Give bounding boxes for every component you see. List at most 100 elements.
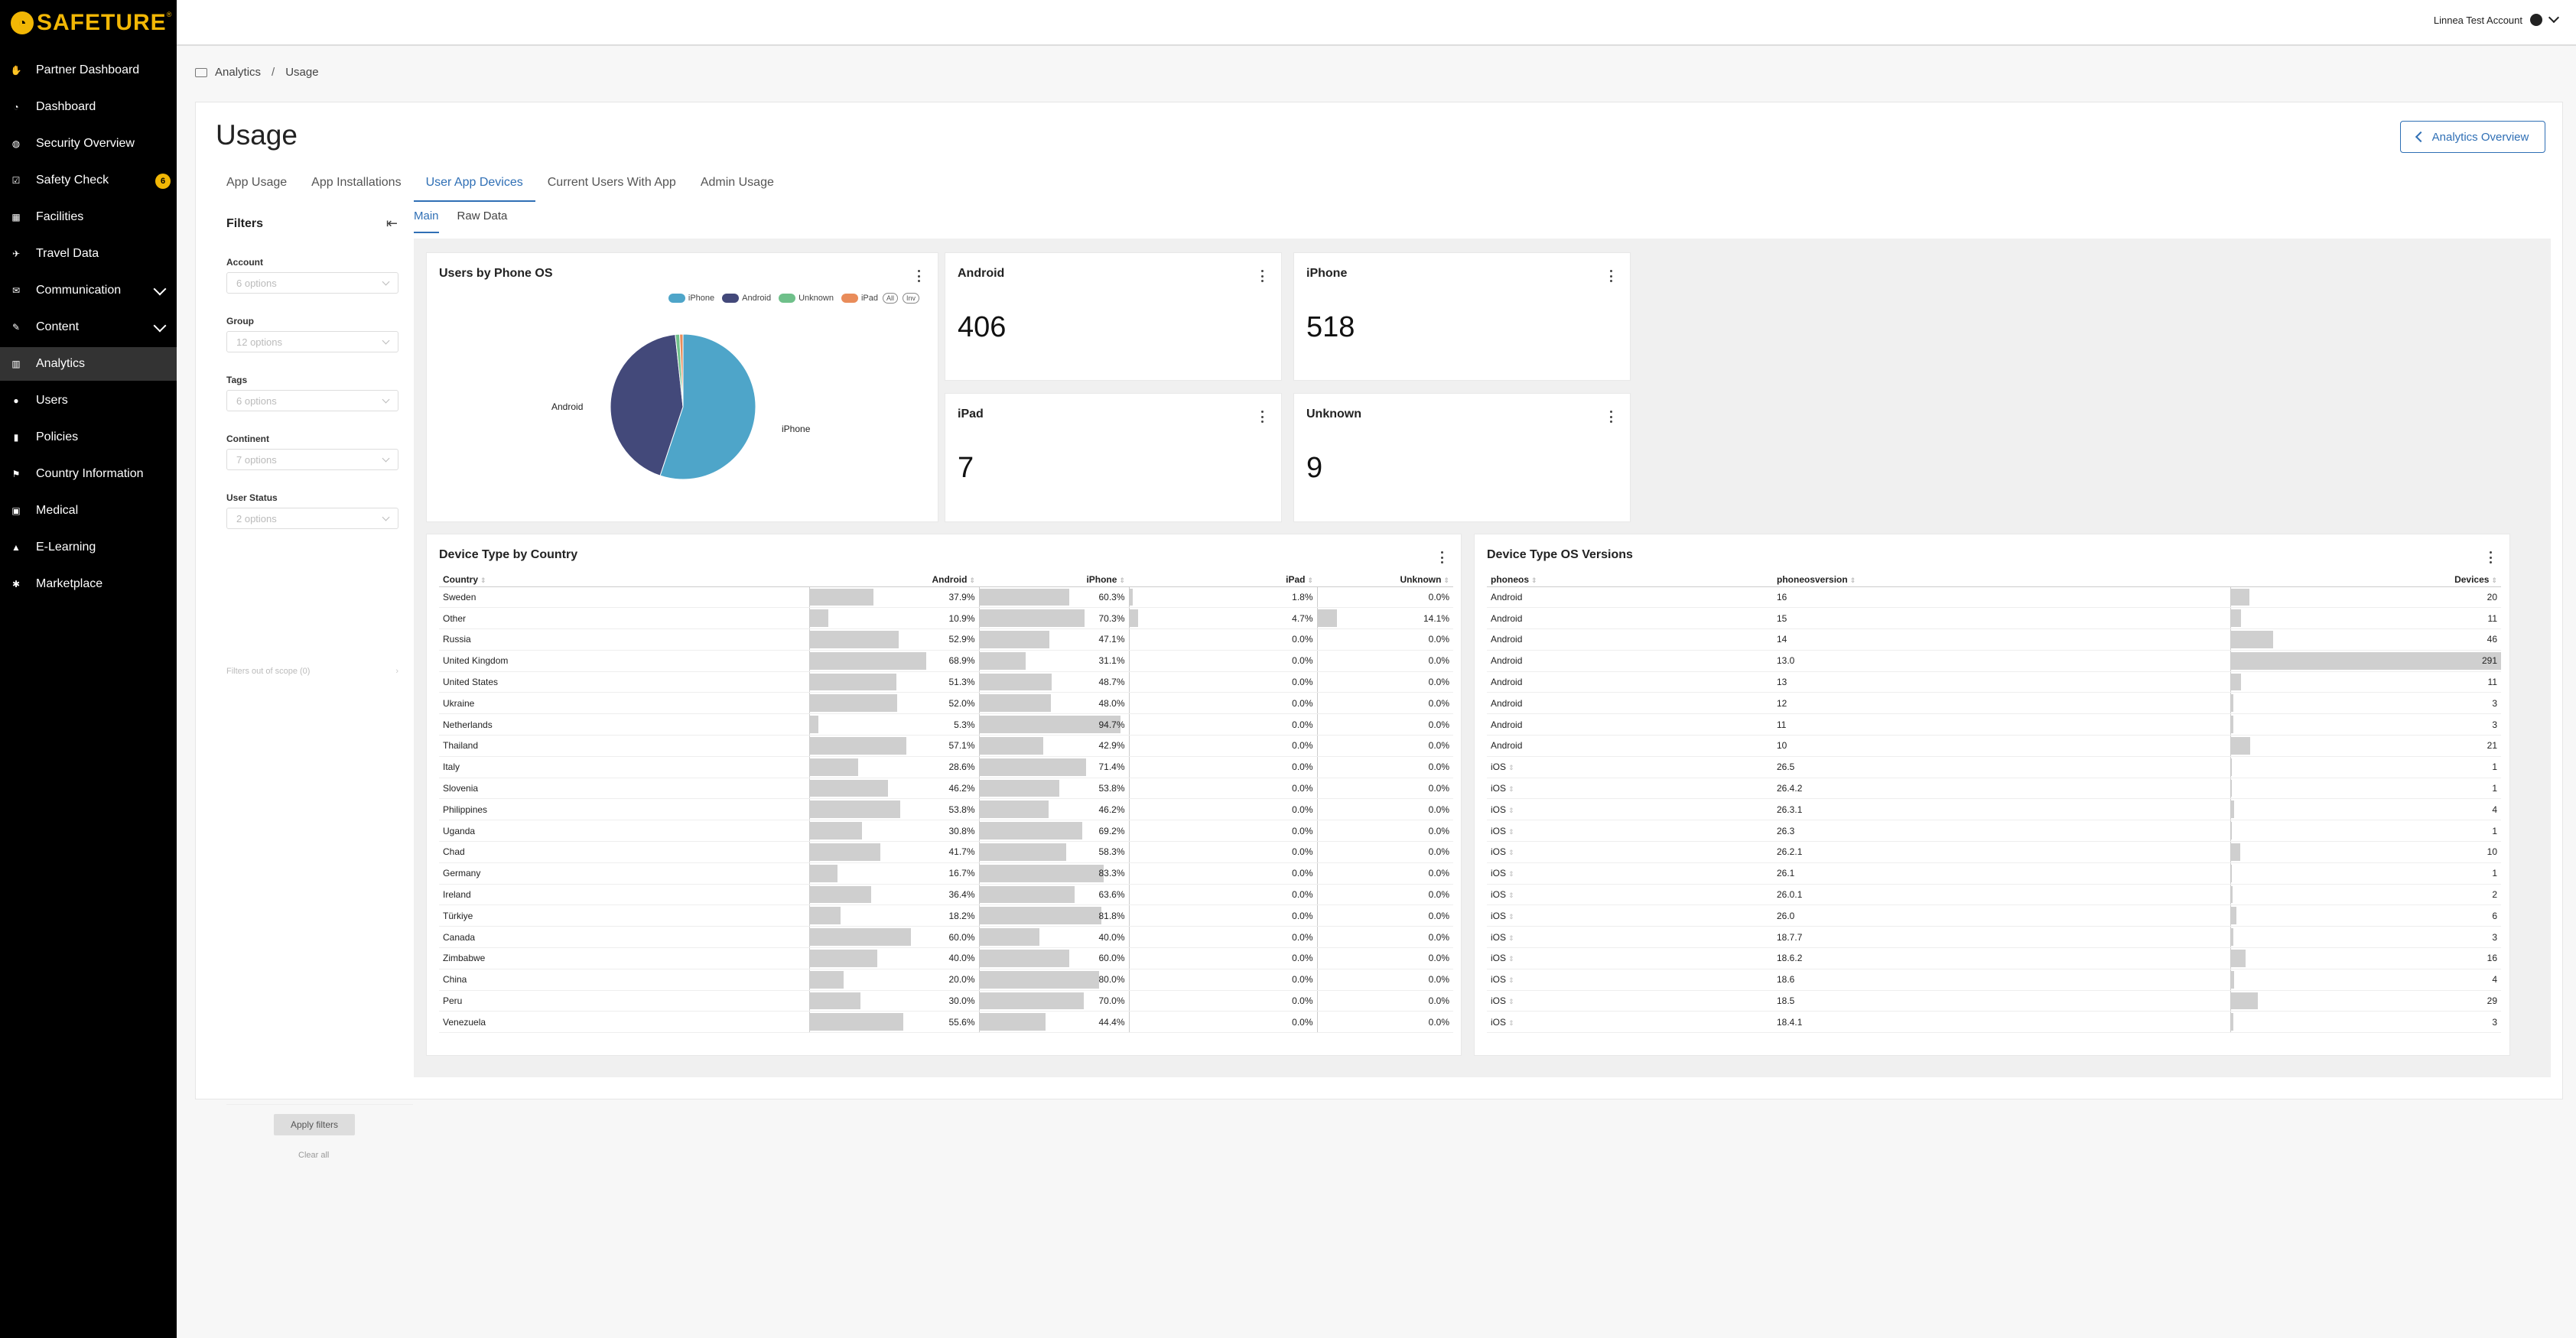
filter-icon[interactable]: ⇕ — [1508, 1018, 1514, 1027]
sidebar-item[interactable]: ✉ Communication — [0, 274, 177, 307]
chevron-down-icon[interactable] — [153, 319, 167, 333]
sidebar-item-label: Medical — [36, 504, 79, 517]
more-menu-icon[interactable] — [1261, 270, 1264, 282]
filter-icon[interactable]: ⇕ — [1508, 934, 1514, 942]
column-header[interactable]: Unknown ⇕ — [1317, 573, 1453, 587]
filters-out-of-scope[interactable]: Filters out of scope (0) › — [226, 667, 398, 676]
legend-item[interactable]: Android — [722, 294, 771, 303]
legend-item[interactable]: Unknown — [779, 294, 834, 303]
percent-cell: 0.0% — [1128, 841, 1317, 863]
percent-cell: 51.3% — [808, 671, 979, 693]
sidebar-item[interactable]: ◔ Dashboard — [0, 90, 177, 124]
filter-select[interactable]: 6 options — [226, 272, 398, 294]
account-menu[interactable]: Linnea Test Account — [2434, 11, 2560, 26]
table-row: iOS ⇕ 26.3 1 — [1487, 820, 2501, 843]
filter-icon[interactable]: ⇕ — [1508, 764, 1514, 772]
clear-all-link[interactable]: Clear all — [298, 1151, 330, 1160]
filter-select[interactable]: 2 options — [226, 508, 398, 529]
analytics-overview-button[interactable]: Analytics Overview — [2400, 121, 2545, 153]
filter-icon[interactable]: ⇕ — [1508, 827, 1514, 836]
sidebar-item[interactable]: ▮ Policies — [0, 421, 177, 454]
devices-value: 46 — [2487, 634, 2497, 645]
more-menu-icon[interactable] — [1610, 270, 1613, 282]
sidebar-item-label: Dashboard — [36, 100, 96, 113]
sidebar-item[interactable]: ✈ Travel Data — [0, 237, 177, 271]
devices-cell: 6 — [2230, 904, 2501, 927]
column-header[interactable]: Country ⇕ — [439, 573, 809, 587]
filter-icon[interactable]: ⇕ — [1508, 870, 1514, 878]
column-header-label: iPad — [1286, 573, 1306, 585]
apply-filters-button[interactable]: Apply filters — [274, 1114, 355, 1135]
percent-value: 1.8% — [1292, 591, 1313, 602]
pie-label-android: Android — [551, 401, 583, 412]
tab[interactable]: App Installations — [311, 176, 402, 189]
devices-bar — [2230, 779, 2232, 797]
filter-select[interactable]: 12 options — [226, 331, 398, 352]
filter-icon[interactable]: ⇕ — [1508, 976, 1514, 985]
devices-value: 6 — [2492, 910, 2497, 921]
more-menu-icon[interactable] — [1261, 411, 1264, 423]
legend-item[interactable]: iPad — [841, 294, 878, 303]
sidebar-item[interactable]: ▥ Analytics — [0, 347, 177, 381]
filter-icon[interactable]: ⇕ — [1508, 785, 1514, 794]
sidebar-item[interactable]: ◍ Security Overview — [0, 127, 177, 161]
filter-icon[interactable]: ⇕ — [1508, 891, 1514, 900]
filter-icon[interactable]: ⇕ — [1508, 912, 1514, 921]
safeture-logo[interactable]: ◔ SAFETURE ® — [11, 6, 171, 40]
sidebar-item[interactable]: ● Users — [0, 384, 177, 417]
table-row: iOS ⇕ 18.4.1 3 — [1487, 1011, 2501, 1034]
column-header[interactable]: Devices ⇕ — [2230, 573, 2501, 587]
percent-value: 83.3% — [1098, 868, 1125, 879]
pie-slice-iphone[interactable] — [659, 333, 756, 480]
sidebar-item[interactable]: ✱ Marketplace — [0, 567, 177, 601]
sidebar-item[interactable]: ✋ Partner Dashboard — [0, 54, 177, 87]
legend-toggle-button[interactable]: All — [882, 293, 898, 304]
analytics-overview-label: Analytics Overview — [2431, 130, 2529, 144]
pie-slice-android[interactable] — [610, 333, 684, 476]
tab[interactable]: User App Devices — [413, 173, 535, 202]
subtab[interactable]: Main — [414, 209, 439, 233]
column-header[interactable]: iPad ⇕ — [1129, 573, 1317, 587]
filter-icon[interactable]: ⇕ — [1508, 806, 1514, 814]
devices-cell: 20 — [2230, 586, 2501, 609]
pie-slice-ipad[interactable] — [679, 333, 684, 408]
column-header[interactable]: Android ⇕ — [809, 573, 979, 587]
more-menu-icon[interactable] — [918, 270, 921, 282]
sidebar-item[interactable]: ✎ Content — [0, 310, 177, 344]
filter-icon[interactable]: ⇕ — [1508, 955, 1514, 963]
percent-cell: 4.7% — [1128, 607, 1317, 630]
percent-value: 94.7% — [1098, 719, 1125, 730]
devices-value: 2 — [2492, 889, 2497, 901]
filter-icon[interactable]: ⇕ — [1508, 849, 1514, 857]
more-menu-icon[interactable] — [1441, 551, 1444, 563]
filter-select[interactable]: 6 options — [226, 390, 398, 411]
sidebar-item[interactable]: ▲ E-Learning — [0, 531, 177, 564]
sidebar-item[interactable]: ▦ Facilities — [0, 200, 177, 234]
filter-icon[interactable]: ⇕ — [1508, 998, 1514, 1006]
tab[interactable]: App Usage — [226, 176, 288, 189]
legend-toggle-button[interactable]: Inv — [902, 293, 919, 304]
legend-item[interactable]: iPhone — [668, 294, 714, 303]
percent-bar — [809, 588, 874, 606]
tab[interactable]: Admin Usage — [700, 176, 774, 189]
subtab[interactable]: Raw Data — [457, 209, 508, 222]
globe-icon: ◍ — [11, 138, 21, 149]
collapse-filters-icon[interactable]: ⇤ — [385, 216, 398, 231]
tab[interactable]: Current Users With App — [547, 176, 676, 189]
more-menu-icon[interactable] — [2490, 551, 2493, 563]
sidebar-item[interactable]: ▣ Medical — [0, 494, 177, 528]
table-row: Russia 52.9% 47.1% 0.0% 0.0% — [439, 628, 1453, 651]
more-menu-icon[interactable] — [1610, 411, 1613, 423]
column-header[interactable]: phoneos ⇕ — [1487, 573, 1773, 587]
breadcrumb-analytics[interactable]: Analytics — [215, 66, 262, 79]
sidebar-item[interactable]: ☑ Safety Check 6 — [0, 164, 177, 197]
filter-select[interactable]: 7 options — [226, 449, 398, 470]
chevron-down-icon[interactable] — [153, 282, 167, 296]
column-header[interactable]: phoneosversion ⇕ — [1773, 573, 2230, 587]
phoneos-cell: iOS ⇕ — [1487, 904, 1773, 927]
percent-cell: 47.1% — [978, 628, 1129, 651]
column-header[interactable]: iPhone ⇕ — [979, 573, 1129, 587]
country-cell: United Kingdom — [439, 650, 809, 672]
percent-value: 52.0% — [948, 697, 975, 709]
sidebar-item[interactable]: ⚑ Country Information — [0, 457, 177, 491]
